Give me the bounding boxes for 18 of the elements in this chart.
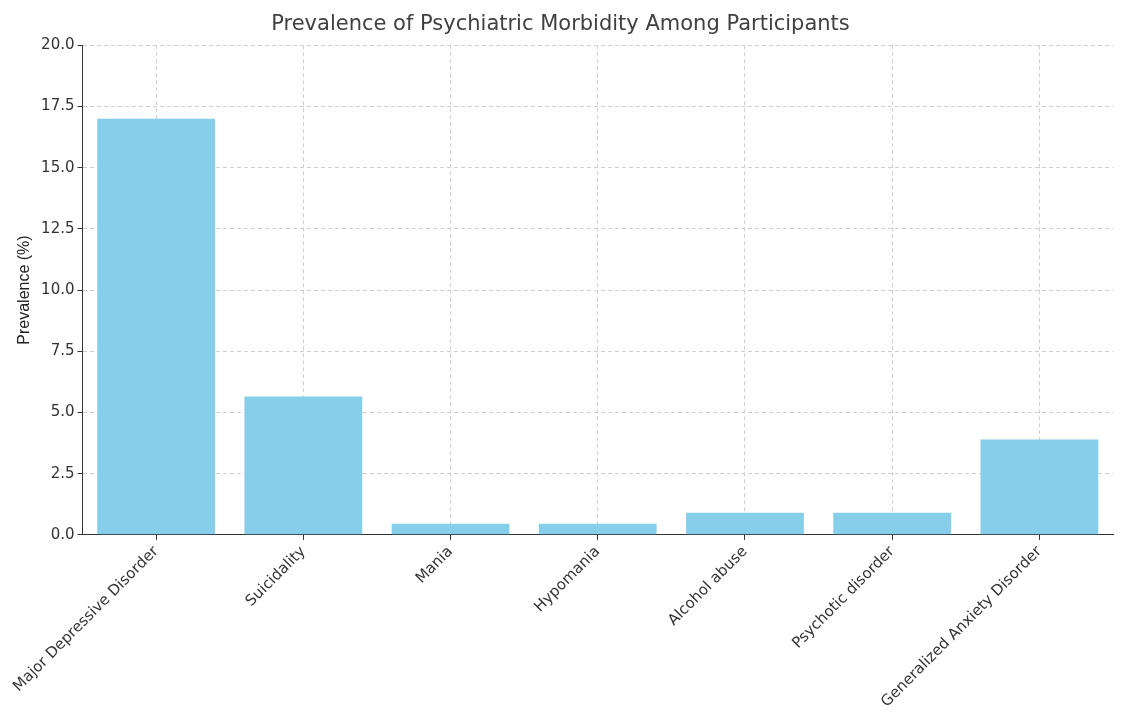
y-tick-label: 7.5 bbox=[50, 341, 75, 360]
y-tick-label: 17.5 bbox=[41, 96, 75, 115]
y-tick-label: 12.5 bbox=[41, 218, 75, 237]
bar bbox=[244, 396, 363, 535]
chart-title: Prevalence of Psychiatric Morbidity Among Participants bbox=[271, 11, 850, 36]
y-tick-label: 5.0 bbox=[50, 402, 75, 421]
y-tick-label: 2.5 bbox=[50, 463, 75, 482]
y-axis-title: Prevalence (%) bbox=[14, 235, 32, 345]
bar bbox=[538, 523, 657, 535]
bar bbox=[97, 118, 215, 535]
y-tick-label: 15.0 bbox=[41, 157, 75, 176]
bar bbox=[833, 512, 952, 535]
bar bbox=[686, 512, 804, 535]
y-tick-label: 0.0 bbox=[50, 524, 75, 543]
bar bbox=[980, 439, 1099, 535]
bar bbox=[391, 523, 510, 535]
y-tick-label: 10.0 bbox=[41, 279, 75, 298]
y-tick-label: 20.0 bbox=[41, 35, 75, 54]
